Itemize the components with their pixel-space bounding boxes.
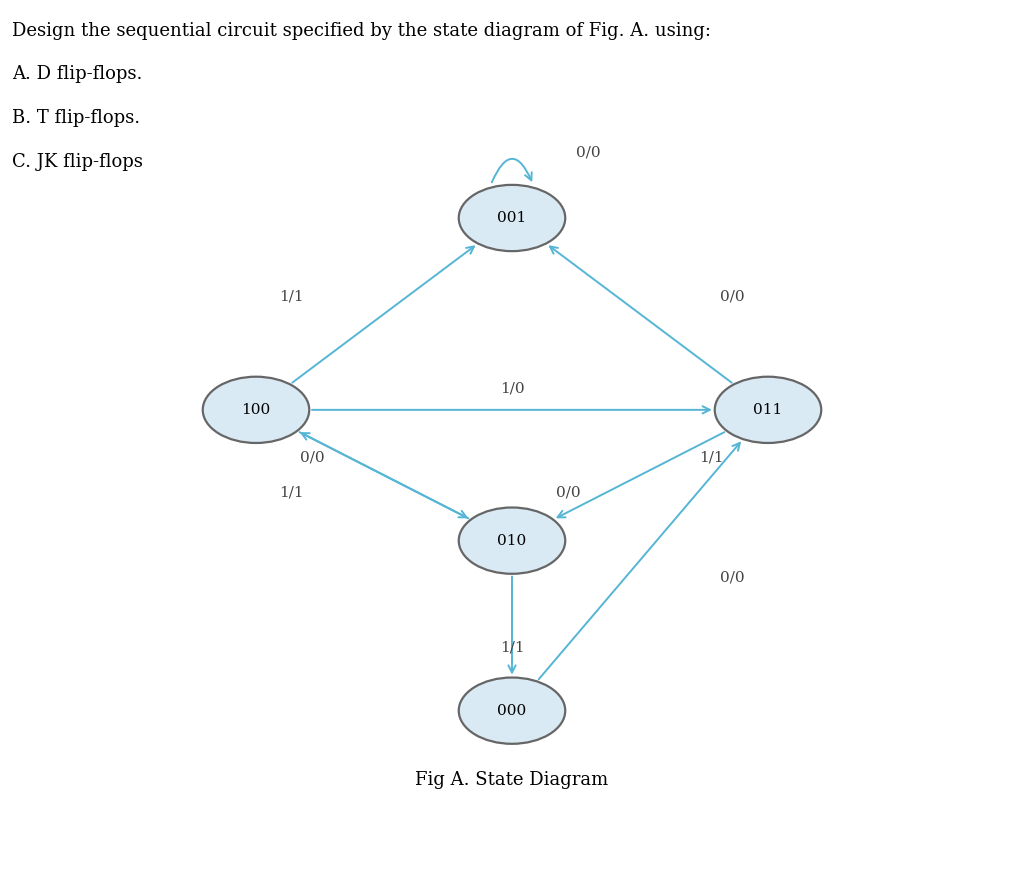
Text: 0/0: 0/0 <box>720 570 744 585</box>
Text: 0/0: 0/0 <box>300 451 325 465</box>
Ellipse shape <box>715 377 821 443</box>
Text: A. D flip-flops.: A. D flip-flops. <box>12 65 142 84</box>
Text: 011: 011 <box>754 403 782 417</box>
Ellipse shape <box>459 185 565 251</box>
Text: 0/0: 0/0 <box>720 290 744 303</box>
Text: 1/1: 1/1 <box>500 640 524 655</box>
Text: Fig A. State Diagram: Fig A. State Diagram <box>416 772 608 789</box>
Text: 0/0: 0/0 <box>556 486 581 500</box>
Text: 1/1: 1/1 <box>280 290 304 303</box>
Text: 100: 100 <box>242 403 270 417</box>
Text: 010: 010 <box>498 534 526 548</box>
Ellipse shape <box>459 508 565 574</box>
Text: 1/0: 1/0 <box>500 381 524 395</box>
Text: 000: 000 <box>498 704 526 718</box>
Text: C. JK flip-flops: C. JK flip-flops <box>12 153 143 171</box>
Text: 1/1: 1/1 <box>699 451 724 465</box>
Text: 001: 001 <box>498 211 526 225</box>
Ellipse shape <box>459 678 565 744</box>
Text: B. T flip-flops.: B. T flip-flops. <box>12 109 140 127</box>
Text: 0/0: 0/0 <box>577 146 601 160</box>
Text: Design the sequential circuit specified by the state diagram of Fig. A. using:: Design the sequential circuit specified … <box>12 22 712 40</box>
Ellipse shape <box>203 377 309 443</box>
Text: 1/1: 1/1 <box>280 486 304 500</box>
